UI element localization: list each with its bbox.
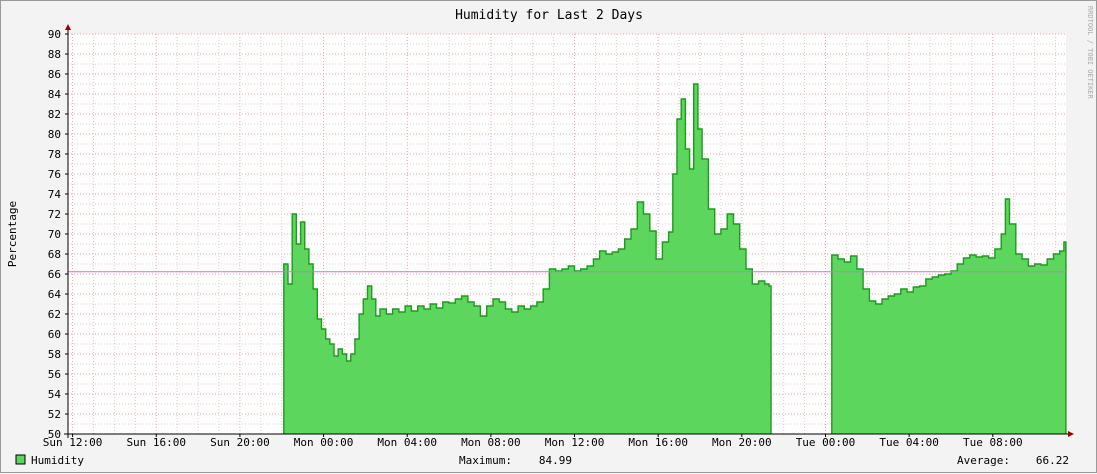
x-tick-labels: Sun 12:00 Sun 16:00 Sun 20:00 Mon 00:00 Mon … (43, 436, 1023, 449)
legend-swatch (15, 454, 26, 465)
y-tick-label: 76 (48, 168, 61, 181)
y-tick-label: 70 (48, 228, 61, 241)
axes (64, 24, 1074, 438)
y-tick-label: 64 (48, 288, 62, 301)
x-tick-label: Tue 04:00 (879, 436, 939, 449)
humidity-area (283, 83, 1067, 434)
x-tick-label: Mon 12:00 (545, 436, 605, 449)
y-tick-labels: 50 52 54 56 58 60 62 64 66 68 70 72 74 76 78 80 82 84 86 88… (48, 28, 62, 441)
area-outline (283, 83, 772, 434)
x-tick-label: Mon 16:00 (628, 436, 688, 449)
x-tick-label: Mon 00:00 (294, 436, 354, 449)
x-tick-label: Mon 04:00 (377, 436, 437, 449)
y-tick-label: 82 (48, 108, 61, 121)
x-tick-label: Sun 20:00 (210, 436, 270, 449)
legend-avg-value: 66.22 (1036, 454, 1069, 467)
y-tick-label: 90 (48, 28, 61, 41)
y-tick-label: 60 (48, 328, 61, 341)
y-tick-label: 72 (48, 208, 61, 221)
y-tick-label: 66 (48, 268, 61, 281)
legend-max-label: Maximum: (459, 454, 512, 467)
legend-avg-label: Average: (957, 454, 1010, 467)
area-outline (831, 198, 1067, 434)
y-tick-label: 52 (48, 408, 61, 421)
x-tick-label: Sun 12:00 (43, 436, 103, 449)
x-tick-label: Sun 16:00 (126, 436, 186, 449)
legend-max-value: 84.99 (539, 454, 572, 467)
y-tick-label: 56 (48, 368, 61, 381)
y-tick-label: 86 (48, 68, 61, 81)
x-axis-arrow (1068, 431, 1074, 437)
y-axis-arrow (65, 24, 71, 30)
x-tick-label: Tue 08:00 (963, 436, 1023, 449)
chart-title: Humidity for Last 2 Days (455, 8, 643, 23)
y-tick-label: 68 (48, 248, 61, 261)
legend-label: Humidity (31, 454, 84, 467)
y-tick-label: 62 (48, 308, 61, 321)
watermark: RRDTOOL / TOBI OETIKER (1086, 6, 1094, 100)
area-fill (283, 84, 771, 434)
y-tick-label: 88 (48, 48, 61, 61)
area-fill (831, 199, 1066, 434)
y-tick-label: 78 (48, 148, 61, 161)
x-tick-label: Mon 20:00 (712, 436, 772, 449)
y-tick-label: 54 (48, 388, 62, 401)
y-tick-label: 58 (48, 348, 61, 361)
x-tick-label: Tue 00:00 (796, 436, 856, 449)
y-axis-label: Percentage (6, 201, 19, 267)
y-tick-label: 50 (48, 428, 61, 441)
y-tick-label: 84 (48, 88, 62, 101)
y-tick-label: 80 (48, 128, 61, 141)
y-tick-label: 74 (48, 188, 62, 201)
x-tick-label: Mon 08:00 (461, 436, 521, 449)
